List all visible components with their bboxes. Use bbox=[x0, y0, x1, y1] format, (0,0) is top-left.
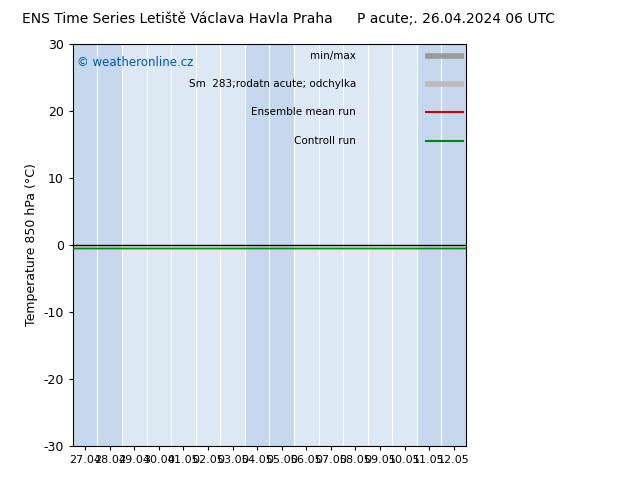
Text: Ensemble mean run: Ensemble mean run bbox=[251, 107, 356, 118]
Text: min/max: min/max bbox=[310, 51, 356, 61]
Point bbox=[103, 236, 111, 242]
Text: ENS Time Series Letiště Václava Havla Praha: ENS Time Series Letiště Václava Havla Pr… bbox=[22, 12, 333, 26]
Point bbox=[103, 236, 111, 242]
Text: P acute;. 26.04.2024 06 UTC: P acute;. 26.04.2024 06 UTC bbox=[358, 12, 555, 26]
Point bbox=[106, 237, 113, 243]
Point bbox=[103, 237, 111, 243]
Bar bbox=[245, 44, 269, 446]
Text: Sm  283;rodatn acute; odchylka: Sm 283;rodatn acute; odchylka bbox=[189, 79, 356, 89]
Text: © weatheronline.cz: © weatheronline.cz bbox=[77, 56, 193, 69]
Bar bbox=[441, 44, 466, 446]
Text: Controll run: Controll run bbox=[294, 136, 356, 146]
Bar bbox=[269, 44, 294, 446]
Y-axis label: Temperature 850 hPa (°C): Temperature 850 hPa (°C) bbox=[25, 164, 38, 326]
Bar bbox=[417, 44, 441, 446]
Point bbox=[103, 237, 111, 243]
Point bbox=[106, 236, 113, 242]
Point bbox=[106, 237, 113, 243]
Bar bbox=[98, 44, 122, 446]
Bar bbox=[73, 44, 98, 446]
Point bbox=[106, 236, 113, 242]
